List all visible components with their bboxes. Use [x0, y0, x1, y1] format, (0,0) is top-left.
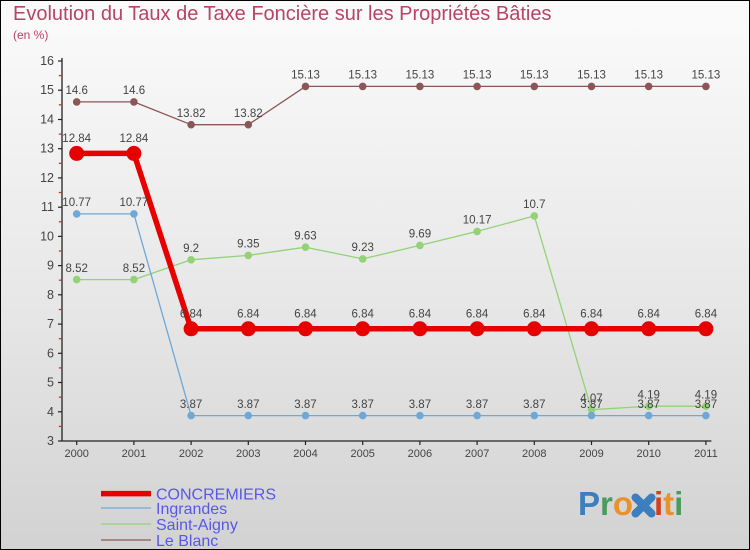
- svg-text:9.63: 9.63: [294, 230, 316, 242]
- svg-text:3: 3: [47, 434, 54, 448]
- svg-text:3.87: 3.87: [237, 399, 259, 411]
- svg-text:6.84: 6.84: [523, 308, 546, 320]
- svg-text:2010: 2010: [636, 448, 660, 460]
- svg-text:6.84: 6.84: [294, 308, 317, 320]
- svg-text:14.6: 14.6: [123, 85, 145, 97]
- svg-text:3.87: 3.87: [695, 399, 717, 411]
- svg-text:12: 12: [40, 171, 54, 185]
- svg-text:6: 6: [47, 346, 54, 360]
- svg-text:15.13: 15.13: [348, 70, 377, 82]
- svg-text:Le Blanc: Le Blanc: [156, 533, 218, 550]
- svg-text:10.17: 10.17: [463, 215, 492, 227]
- svg-text:6.84: 6.84: [352, 308, 375, 320]
- svg-text:9.2: 9.2: [183, 243, 199, 255]
- svg-text:Ingrandes: Ingrandes: [156, 501, 227, 518]
- svg-text:Pro: Pro: [578, 485, 633, 522]
- svg-text:13.82: 13.82: [177, 108, 206, 120]
- svg-text:10.77: 10.77: [62, 197, 91, 209]
- svg-text:10.77: 10.77: [120, 197, 149, 209]
- svg-text:15.13: 15.13: [692, 70, 721, 82]
- svg-text:8.52: 8.52: [123, 263, 145, 275]
- svg-text:6.84: 6.84: [180, 308, 203, 320]
- svg-text:11: 11: [41, 200, 54, 214]
- svg-text:8.52: 8.52: [66, 263, 88, 275]
- svg-text:8: 8: [47, 288, 54, 302]
- svg-text:2009: 2009: [579, 448, 603, 460]
- svg-text:12.84: 12.84: [120, 133, 149, 145]
- svg-text:6.84: 6.84: [409, 308, 432, 320]
- svg-text:2000: 2000: [64, 448, 88, 460]
- svg-text:2002: 2002: [179, 448, 203, 460]
- svg-text:2004: 2004: [293, 448, 317, 460]
- svg-text:14.6: 14.6: [66, 85, 88, 97]
- svg-text:15.13: 15.13: [406, 70, 435, 82]
- svg-text:3.87: 3.87: [294, 399, 316, 411]
- svg-text:3.87: 3.87: [466, 399, 488, 411]
- svg-text:15.13: 15.13: [291, 70, 320, 82]
- svg-text:3.87: 3.87: [409, 399, 431, 411]
- svg-text:3.87: 3.87: [352, 399, 374, 411]
- svg-text:2003: 2003: [236, 448, 260, 460]
- svg-text:2006: 2006: [408, 448, 432, 460]
- svg-text:13.82: 13.82: [234, 108, 263, 120]
- svg-text:9.69: 9.69: [409, 229, 431, 241]
- svg-text:6.84: 6.84: [237, 308, 260, 320]
- svg-text:2001: 2001: [122, 448, 146, 460]
- svg-text:15.13: 15.13: [577, 70, 606, 82]
- svg-text:7: 7: [47, 317, 54, 331]
- svg-text:6.84: 6.84: [466, 308, 489, 320]
- svg-text:9.23: 9.23: [352, 242, 374, 254]
- svg-text:2007: 2007: [465, 448, 489, 460]
- svg-text:15.13: 15.13: [634, 70, 663, 82]
- svg-text:3.87: 3.87: [180, 399, 202, 411]
- svg-text:9.35: 9.35: [237, 239, 259, 251]
- svg-text:3.87: 3.87: [638, 399, 660, 411]
- svg-text:10: 10: [40, 229, 54, 243]
- svg-text:6.84: 6.84: [580, 308, 603, 320]
- svg-text:14: 14: [40, 113, 54, 127]
- svg-text:12.84: 12.84: [62, 133, 91, 145]
- svg-text:2005: 2005: [350, 448, 374, 460]
- svg-text:2011: 2011: [694, 448, 718, 460]
- svg-text:15.13: 15.13: [520, 70, 549, 82]
- svg-text:2008: 2008: [522, 448, 546, 460]
- svg-text:3.87: 3.87: [580, 399, 602, 411]
- svg-text:15: 15: [40, 83, 54, 97]
- svg-text:15.13: 15.13: [463, 70, 492, 82]
- svg-text:16: 16: [40, 54, 54, 68]
- svg-text:iti: iti: [654, 485, 683, 522]
- svg-text:13: 13: [40, 142, 54, 156]
- svg-text:5: 5: [47, 376, 54, 390]
- svg-text:6.84: 6.84: [695, 308, 718, 320]
- svg-text:9: 9: [47, 259, 54, 273]
- svg-text:4: 4: [47, 405, 54, 419]
- svg-text:6.84: 6.84: [638, 308, 661, 320]
- svg-text:10.7: 10.7: [523, 199, 545, 211]
- svg-text:Saint-Aigny: Saint-Aigny: [156, 517, 238, 534]
- svg-text:3.87: 3.87: [523, 399, 545, 411]
